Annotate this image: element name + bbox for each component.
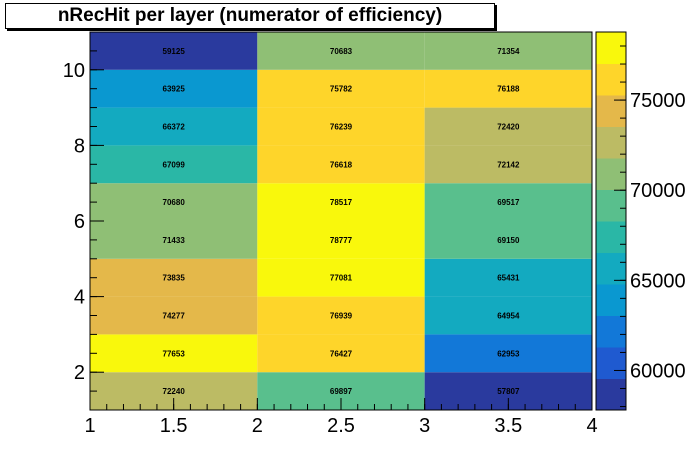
cell-value-label: 57807 [497, 387, 520, 396]
colorbar-segment [596, 347, 626, 379]
colorbar-frame [595, 31, 627, 411]
x-tick-label: 1.5 [160, 415, 188, 437]
cell-value-label: 62953 [497, 349, 520, 358]
colorbar-segment [596, 252, 626, 285]
heatmap-cell [257, 296, 425, 335]
cell-value-label: 76618 [330, 160, 353, 169]
heatmap-cell [424, 334, 592, 373]
cell-value-label: 67099 [163, 160, 186, 169]
cell-value-label: 76188 [497, 85, 520, 94]
colorbar-tick-label: 60000 [630, 360, 686, 382]
heatmap-cell [424, 107, 592, 146]
colorbar-segment [596, 378, 626, 411]
cell-value-label: 73835 [163, 274, 186, 283]
colorbar-tick-label: 65000 [630, 270, 686, 292]
cell-value-label: 63925 [163, 85, 186, 94]
x-tick-label: 2 [252, 415, 263, 437]
cell-value-label: 71433 [163, 236, 186, 245]
x-tick-label: 3 [419, 415, 430, 437]
heatmap-cell [424, 296, 592, 335]
heatmap-cell [257, 32, 425, 70]
colorbar: 60000 65000 70000 75000 [595, 31, 686, 411]
heatmap-cell [424, 145, 592, 184]
colorbar-tick-label: 75000 [630, 90, 686, 112]
y-axis: 2 4 6 8 10 [63, 31, 104, 411]
heatmap-cell [257, 183, 425, 221]
heatmap-cell [90, 221, 258, 259]
x-tick-label: 1 [84, 415, 95, 437]
heatmap-cell [257, 221, 425, 259]
cell-value-label: 69517 [497, 198, 520, 207]
x-tick-label: 4 [586, 415, 597, 437]
heatmap-cell [90, 334, 258, 373]
colorbar-segment [596, 315, 626, 348]
heatmap-cell [90, 258, 258, 297]
heatmap-cell [257, 334, 425, 373]
chart-title: nRecHit per layer (numerator of efficien… [5, 3, 495, 29]
cell-value-label: 70683 [330, 47, 353, 56]
y-tick-label: 8 [74, 135, 85, 157]
cell-value-label: 76427 [330, 349, 353, 358]
heatmap-cell [90, 107, 258, 146]
cell-value-label: 78517 [330, 198, 353, 207]
y-tick-label: 4 [74, 287, 85, 309]
cell-value-label: 77081 [330, 274, 353, 283]
colorbar-tick-label: 70000 [630, 180, 686, 202]
colorbar-segment [596, 32, 626, 64]
x-tick-label: 2.5 [327, 415, 355, 437]
heatmap-cell [90, 69, 258, 108]
heatmap-cell [257, 69, 425, 108]
cell-value-label: 76939 [330, 312, 353, 321]
heatmap-cell [424, 258, 592, 297]
cell-value-label: 70680 [163, 198, 186, 207]
y-tick-label: 2 [74, 362, 85, 384]
heatmap-cell [90, 32, 258, 70]
heatmap-cell [257, 145, 425, 184]
colorbar-segment [596, 284, 626, 316]
cell-value-label: 72142 [497, 160, 520, 169]
cell-value-label: 76239 [330, 123, 353, 132]
heatmap-cell [90, 296, 258, 335]
cell-value-label: 72240 [163, 387, 186, 396]
heatmap-cell [424, 69, 592, 108]
cell-value-label: 72420 [497, 123, 520, 132]
colorbar-segment [596, 158, 626, 190]
cell-value-label: 71354 [497, 47, 520, 56]
cell-value-label: 75782 [330, 85, 353, 94]
heatmap-cell [424, 183, 592, 221]
cell-value-label: 65431 [497, 274, 520, 283]
heatmap-cell [90, 145, 258, 184]
cell-value-label: 69897 [330, 387, 353, 396]
cell-value-label: 74277 [163, 312, 186, 321]
colorbar-segment [596, 126, 626, 159]
heatmap-cell [257, 107, 425, 146]
y-tick-label: 6 [74, 211, 85, 233]
cell-value-label: 77653 [163, 349, 186, 358]
colorbar-segment [596, 63, 626, 96]
heatmap-cell [424, 32, 592, 70]
heatmap-cell [90, 183, 258, 221]
cell-value-label: 78777 [330, 236, 353, 245]
colorbar-segment [596, 189, 626, 222]
x-axis: 1 1.5 2 2.5 3 3.5 4 [84, 398, 598, 437]
cell-value-label: 69150 [497, 236, 520, 245]
heatmap-cell [424, 221, 592, 259]
heatmap-cells [90, 32, 592, 410]
cell-value-label: 59125 [163, 47, 186, 56]
cell-value-label: 66372 [163, 123, 186, 132]
cell-value-labels: 72240 69897 57807 77653 76427 62953 74277 76939… [163, 47, 520, 396]
cell-value-label: 64954 [497, 312, 520, 321]
y-tick-label: 10 [63, 60, 85, 82]
heatmap-cell [257, 258, 425, 297]
x-tick-label: 3.5 [494, 415, 522, 437]
